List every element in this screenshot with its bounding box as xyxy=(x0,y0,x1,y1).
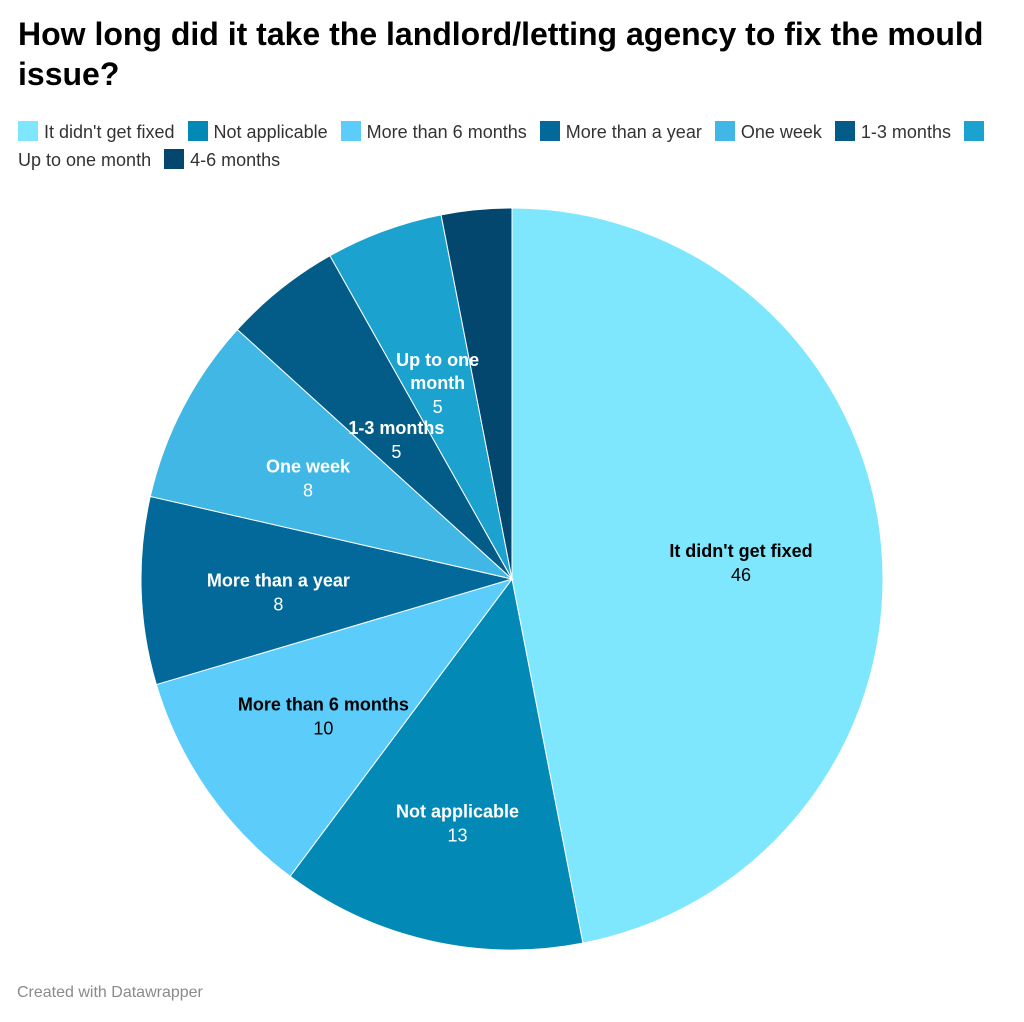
slice-value: 5 xyxy=(391,442,401,462)
legend-swatch xyxy=(963,121,984,141)
slice-value: 5 xyxy=(433,397,443,417)
legend-swatch xyxy=(187,121,208,141)
legend-item: 1-3 months xyxy=(834,121,951,142)
slice-label: More than 6 months xyxy=(238,695,409,715)
legend-swatch xyxy=(18,121,38,141)
pie-chart: It didn't get fixed 46 Not applicable 13 Mor… xyxy=(140,207,884,951)
legend-item: More than a year xyxy=(539,121,702,142)
pie-slice xyxy=(149,328,514,580)
slice-label: One week xyxy=(266,457,351,477)
legend-swatch xyxy=(834,121,855,141)
legend-swatch xyxy=(164,149,185,169)
legend-label: More than 6 months xyxy=(366,122,527,142)
slice-label: Not applicable xyxy=(396,802,519,822)
pie-slice xyxy=(140,495,514,686)
slice-value: 8 xyxy=(303,481,313,501)
legend-label: Up to one month xyxy=(18,150,152,170)
slice-label: It didn't get fixed xyxy=(669,541,812,561)
legend-item: 4-6 months xyxy=(164,149,281,170)
legend-swatch xyxy=(340,121,361,141)
pie-slice xyxy=(155,578,514,878)
legend-label: More than a year xyxy=(565,122,702,142)
legend-item: More than 6 months xyxy=(340,121,527,142)
slice-value: 13 xyxy=(447,826,467,846)
pie-slice xyxy=(511,207,884,944)
slice-label: 1-3 months xyxy=(348,418,444,438)
legend-item: Up to one month xyxy=(18,121,990,170)
footer-credit: Created with Datawrapper xyxy=(17,984,203,1001)
legend: It didn't get fixed Not applicable More … xyxy=(18,118,1008,174)
legend-label: 4-6 months xyxy=(190,150,281,170)
slice-value: 46 xyxy=(731,565,751,585)
pie-slice xyxy=(440,207,513,580)
legend-item: Not applicable xyxy=(187,121,328,142)
legend-item: It didn't get fixed xyxy=(18,121,175,142)
slice-label: More than a year xyxy=(207,570,350,590)
slice-value: 10 xyxy=(313,719,333,739)
chart-title: How long did it take the landlord/lettin… xyxy=(18,16,984,92)
legend-label: Not applicable xyxy=(213,122,328,142)
legend-swatch xyxy=(539,121,560,141)
slice-label: Up to one month xyxy=(396,350,479,393)
legend-item: One week xyxy=(714,121,822,142)
pie-slice xyxy=(289,577,584,951)
legend-label: One week xyxy=(740,122,822,142)
legend-swatch xyxy=(714,121,735,141)
legend-label: 1-3 months xyxy=(860,122,951,142)
slice-value: 8 xyxy=(273,594,283,614)
legend-label: It didn't get fixed xyxy=(44,122,175,142)
